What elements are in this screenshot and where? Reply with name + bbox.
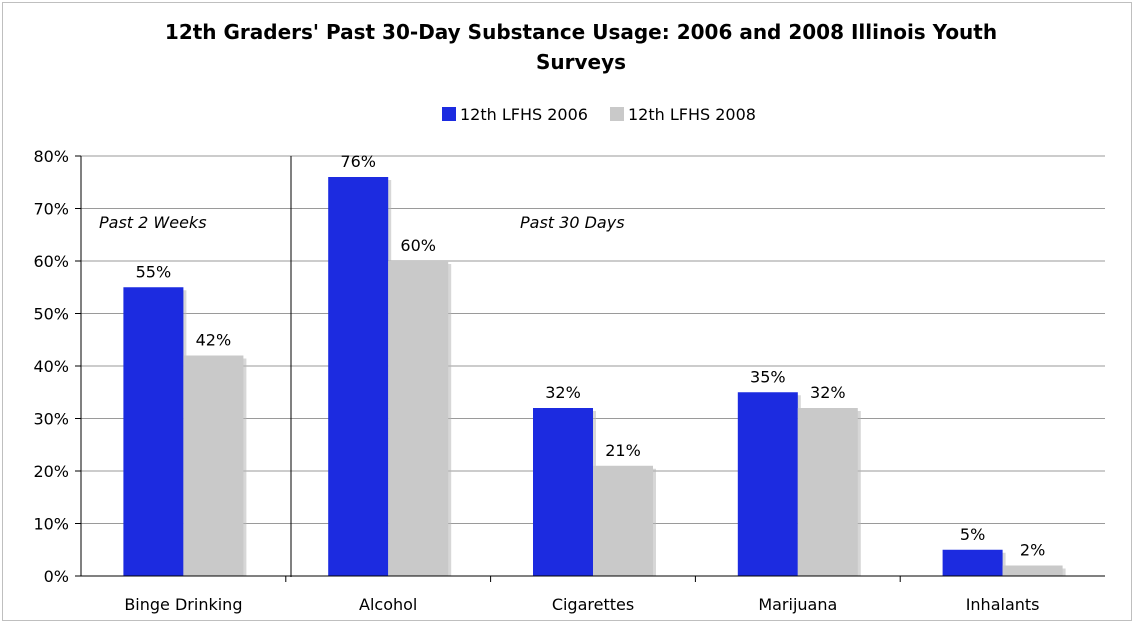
x-axis-categories: Binge Drinking Alcohol Cigarettes Marijuana… xyxy=(124,595,1039,614)
y-tick-label: 60% xyxy=(33,252,69,271)
x-category-label: Cigarettes xyxy=(552,595,634,614)
bar-2006 xyxy=(123,287,184,576)
data-label: 5% xyxy=(960,525,985,544)
y-tick-label: 40% xyxy=(33,357,69,376)
data-label: 76% xyxy=(340,152,376,171)
bar-2006 xyxy=(533,408,593,576)
data-label: 2% xyxy=(1020,541,1045,560)
x-category-label: Alcohol xyxy=(359,595,417,614)
bar-2006 xyxy=(737,392,798,576)
x-category-label: Binge Drinking xyxy=(124,595,242,614)
y-axis-ticks: 0% 10% 20% 30% 40% 50% 60% 70% 80% xyxy=(33,147,69,586)
legend-swatch-2008 xyxy=(610,107,624,121)
bars xyxy=(123,177,1066,582)
bar-2008 xyxy=(1002,565,1063,576)
data-label: 21% xyxy=(605,441,641,460)
y-tick-label: 50% xyxy=(33,305,69,324)
chart-title-line-2: Surveys xyxy=(536,50,626,74)
y-tick-label: 20% xyxy=(33,462,69,481)
y-tick-label: 80% xyxy=(33,147,69,166)
data-label: 35% xyxy=(750,367,786,386)
legend-label-2008: 12th LFHS 2008 xyxy=(628,105,756,124)
legend: 12th LFHS 2006 12th LFHS 2008 xyxy=(442,105,756,124)
legend-swatch-2006 xyxy=(442,107,456,121)
bar-2008 xyxy=(183,355,244,576)
data-label: 32% xyxy=(810,383,846,402)
bar-2008 xyxy=(388,261,449,576)
chart-title-line-1: 12th Graders' Past 30-Day Substance Usag… xyxy=(165,20,997,44)
data-label: 42% xyxy=(196,331,232,350)
y-tick-label: 0% xyxy=(44,567,69,586)
data-labels: 55% 42% 76% 60% 32% 21% 35% 32% 5% 2% xyxy=(136,152,1046,560)
annotation-past-2-weeks: Past 2 Weeks xyxy=(99,213,207,232)
y-tick-label: 10% xyxy=(33,515,69,534)
data-label: 60% xyxy=(400,236,436,255)
legend-label-2006: 12th LFHS 2006 xyxy=(460,105,588,124)
x-category-label: Inhalants xyxy=(966,595,1040,614)
y-tick-label: 70% xyxy=(33,200,69,219)
y-tick-label: 30% xyxy=(33,410,69,429)
annotation-past-30-days: Past 30 Days xyxy=(520,213,625,232)
bar-2006 xyxy=(328,177,389,576)
bar-2008 xyxy=(593,465,653,576)
chart: 12th Graders' Past 30-Day Substance Usag… xyxy=(33,20,1105,614)
data-label: 32% xyxy=(545,383,581,402)
bar-2006 xyxy=(942,549,1003,576)
data-label: 55% xyxy=(136,262,172,281)
x-category-label: Marijuana xyxy=(758,595,837,614)
bar-2008 xyxy=(797,408,858,576)
